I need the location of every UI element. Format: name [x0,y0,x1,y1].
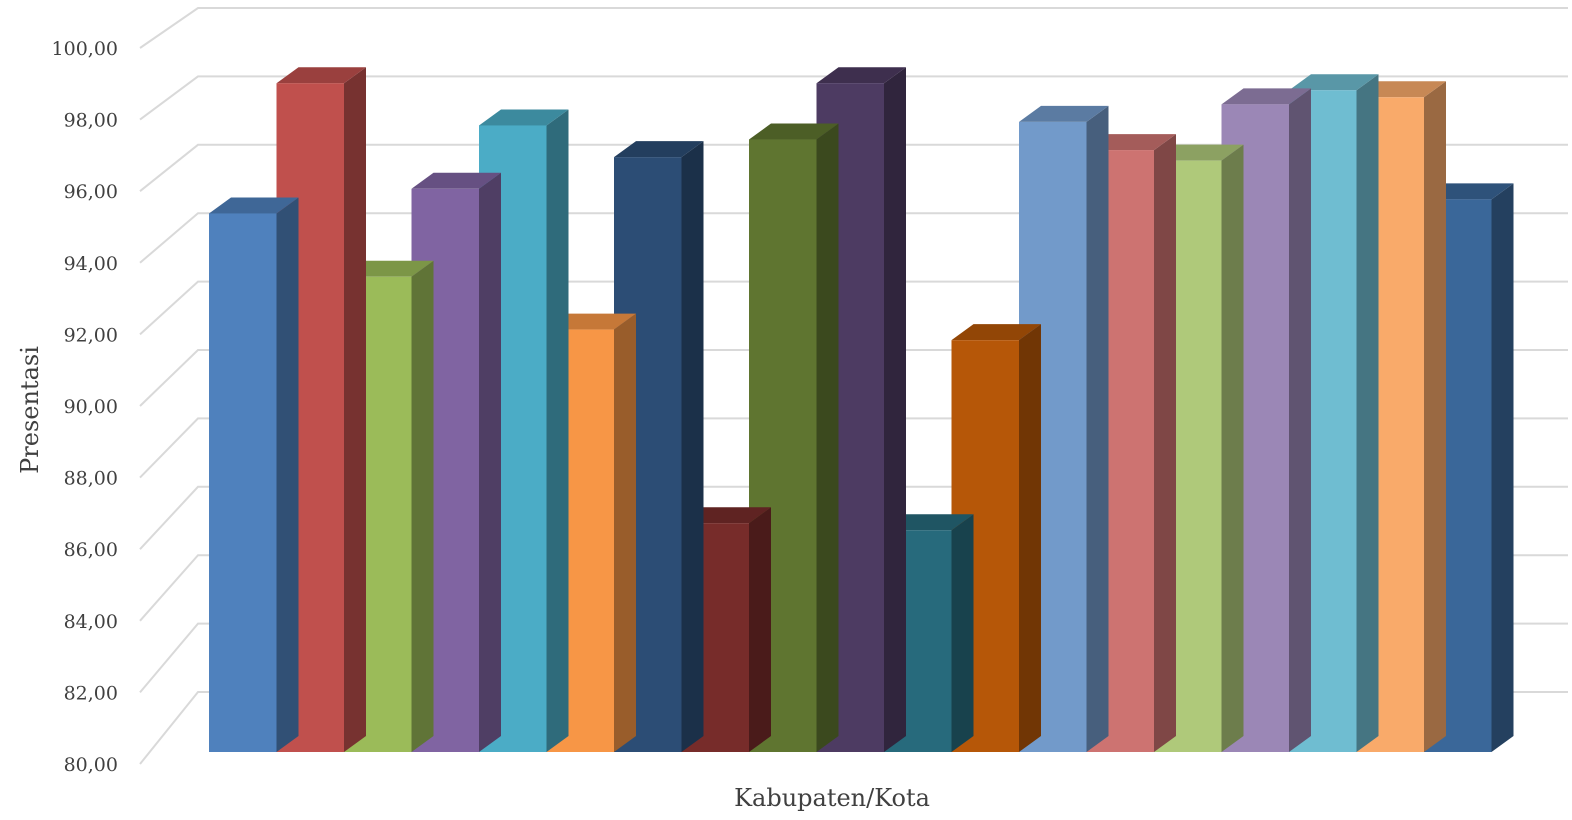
bar-side [614,313,636,752]
y-tick-label: 88,00 [64,468,118,490]
y-tick-label: 82,00 [64,682,118,704]
bar-top [681,507,771,524]
bar-side [1491,183,1514,753]
y-tick-label: 94,00 [64,253,118,275]
bar-top [1289,74,1379,91]
bar-top [1424,183,1514,200]
bar-side [1221,144,1244,752]
bar-top [1086,134,1176,151]
bar-top [749,123,839,140]
bar-top [1221,88,1311,105]
bar-side [1086,105,1109,753]
y-tick-label: 96,00 [64,181,118,203]
y-tick-label: 84,00 [64,611,118,633]
bar-side [681,141,704,752]
y-tick-label: 80,00 [64,754,118,776]
bar-side [479,172,501,753]
bar-side [951,514,974,752]
y-tick-label: 92,00 [64,324,118,346]
y-axis-title: Presentasi [16,346,44,474]
y-tick-label: 90,00 [64,396,118,418]
y-tick-label: 86,00 [64,539,118,561]
bar-top [276,67,366,84]
bar-top [1154,144,1244,161]
bar-front [209,213,277,752]
bar-top [816,67,906,84]
bar [209,197,299,752]
bar-side [411,260,434,752]
bar-side [816,123,839,752]
bar-top [479,109,569,126]
bar-side [749,507,771,752]
bar-top [1356,81,1446,98]
bar-top [884,514,974,531]
bar-side [546,109,569,752]
bar-side [344,67,366,752]
bar-top [951,324,1041,341]
y-tick-label: 100,00 [52,38,118,60]
bar-top [1019,105,1109,122]
bar-top [209,197,299,214]
bar-side [276,197,299,752]
bar [1019,105,1109,753]
bars [209,67,1514,753]
gridlines [139,7,1568,765]
bar-top [344,260,434,277]
y-axis-ticks: 80,00 82,00 84,00 86,00 88,00 90,00 92,00 94,00… [52,38,118,776]
bar-side [884,67,906,752]
gridline [139,75,1568,121]
gridline [139,7,1568,49]
bar-side [1154,134,1176,752]
bar-top [546,313,636,330]
bar-side [1356,74,1379,753]
y-tick-label: 98,00 [64,110,118,132]
bar-top [614,141,704,158]
bar-side [1289,88,1311,752]
bar-side [1424,81,1446,752]
bar-top [411,172,501,189]
x-axis-title: Kabupaten/Kota [734,784,930,812]
bar-side [1019,324,1041,752]
